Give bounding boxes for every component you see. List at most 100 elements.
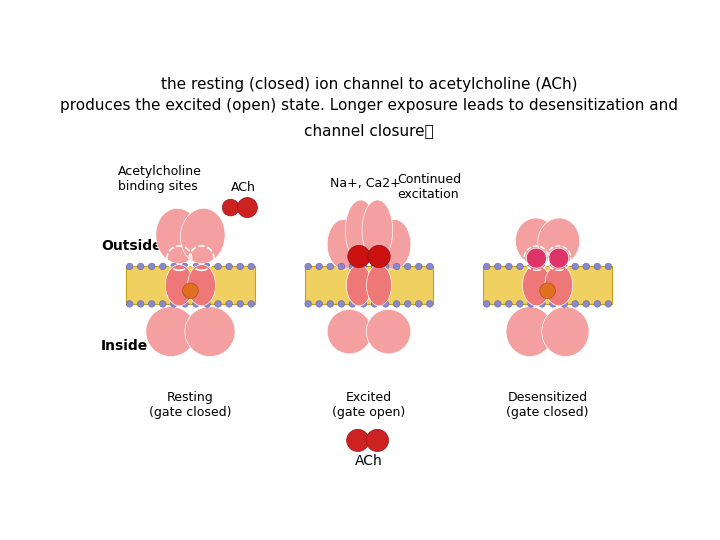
Circle shape	[372, 263, 378, 270]
Circle shape	[549, 248, 569, 268]
Ellipse shape	[188, 265, 215, 306]
Circle shape	[605, 263, 612, 270]
Circle shape	[349, 263, 356, 270]
Circle shape	[305, 263, 312, 270]
Text: Inside: Inside	[101, 339, 148, 353]
Circle shape	[516, 301, 523, 307]
Circle shape	[215, 301, 222, 307]
Circle shape	[405, 263, 411, 270]
Circle shape	[415, 263, 422, 270]
Ellipse shape	[166, 265, 193, 306]
Text: Resting
(gate closed): Resting (gate closed)	[149, 390, 232, 418]
Circle shape	[393, 301, 400, 307]
Ellipse shape	[516, 218, 557, 265]
Circle shape	[594, 301, 600, 307]
Circle shape	[505, 301, 512, 307]
Circle shape	[426, 263, 433, 270]
Circle shape	[483, 301, 490, 307]
Circle shape	[126, 263, 133, 270]
Circle shape	[138, 301, 144, 307]
Circle shape	[415, 301, 422, 307]
Text: Desensitized
(gate closed): Desensitized (gate closed)	[506, 390, 589, 418]
Circle shape	[126, 301, 133, 307]
Text: Outside: Outside	[101, 239, 162, 253]
Circle shape	[148, 301, 155, 307]
Circle shape	[215, 263, 222, 270]
Circle shape	[237, 301, 243, 307]
Circle shape	[526, 248, 546, 268]
Ellipse shape	[366, 265, 392, 306]
Circle shape	[171, 301, 177, 307]
Circle shape	[305, 301, 312, 307]
Text: Na+, Ca2+: Na+, Ca2+	[330, 177, 401, 190]
Circle shape	[561, 301, 567, 307]
Ellipse shape	[145, 307, 196, 356]
Circle shape	[349, 301, 356, 307]
Circle shape	[483, 263, 490, 270]
Ellipse shape	[156, 208, 201, 264]
Circle shape	[572, 263, 579, 270]
Circle shape	[226, 301, 233, 307]
Circle shape	[366, 429, 389, 451]
Ellipse shape	[377, 219, 411, 269]
Text: produces the excited (open) state. Longer exposure leads to desensitization and: produces the excited (open) state. Longe…	[60, 98, 678, 113]
Circle shape	[561, 263, 567, 270]
Circle shape	[159, 263, 166, 270]
Circle shape	[495, 263, 501, 270]
Circle shape	[368, 245, 390, 268]
Text: ACh: ACh	[231, 181, 256, 194]
Ellipse shape	[346, 265, 372, 306]
Circle shape	[238, 198, 258, 218]
Ellipse shape	[538, 218, 580, 265]
Text: the resting (closed) ion channel to acetylcholine (ACh): the resting (closed) ion channel to acet…	[161, 77, 577, 92]
Circle shape	[316, 301, 323, 307]
Circle shape	[382, 301, 389, 307]
Ellipse shape	[327, 309, 372, 354]
Text: ACh: ACh	[355, 454, 383, 468]
Circle shape	[181, 263, 188, 270]
Ellipse shape	[545, 265, 572, 306]
Circle shape	[539, 263, 545, 270]
Circle shape	[539, 301, 545, 307]
Circle shape	[316, 263, 323, 270]
Circle shape	[360, 263, 366, 270]
Circle shape	[495, 301, 501, 307]
Circle shape	[327, 263, 333, 270]
FancyBboxPatch shape	[126, 266, 255, 304]
Circle shape	[426, 301, 433, 307]
Text: Continued
excitation: Continued excitation	[397, 173, 461, 201]
Circle shape	[594, 263, 600, 270]
Circle shape	[583, 301, 590, 307]
Circle shape	[204, 301, 210, 307]
Ellipse shape	[327, 219, 361, 269]
FancyBboxPatch shape	[305, 266, 433, 304]
Circle shape	[248, 263, 255, 270]
Ellipse shape	[541, 307, 589, 356]
Circle shape	[171, 263, 177, 270]
Circle shape	[405, 301, 411, 307]
Circle shape	[338, 263, 345, 270]
Circle shape	[138, 263, 144, 270]
Circle shape	[159, 301, 166, 307]
Circle shape	[572, 301, 579, 307]
Circle shape	[550, 263, 557, 270]
Ellipse shape	[506, 307, 554, 356]
Circle shape	[183, 283, 198, 299]
Circle shape	[148, 263, 155, 270]
Circle shape	[338, 301, 345, 307]
Circle shape	[204, 263, 210, 270]
Text: Acetylcholine
binding sites: Acetylcholine binding sites	[118, 165, 202, 193]
Text: Excited
(gate open): Excited (gate open)	[333, 390, 405, 418]
Circle shape	[193, 263, 199, 270]
Circle shape	[505, 263, 512, 270]
Circle shape	[237, 263, 243, 270]
Circle shape	[372, 301, 378, 307]
Circle shape	[605, 301, 612, 307]
Circle shape	[181, 301, 188, 307]
Circle shape	[528, 263, 534, 270]
Circle shape	[382, 263, 389, 270]
Circle shape	[222, 199, 239, 216]
Circle shape	[226, 263, 233, 270]
Circle shape	[193, 301, 199, 307]
Ellipse shape	[362, 200, 392, 261]
